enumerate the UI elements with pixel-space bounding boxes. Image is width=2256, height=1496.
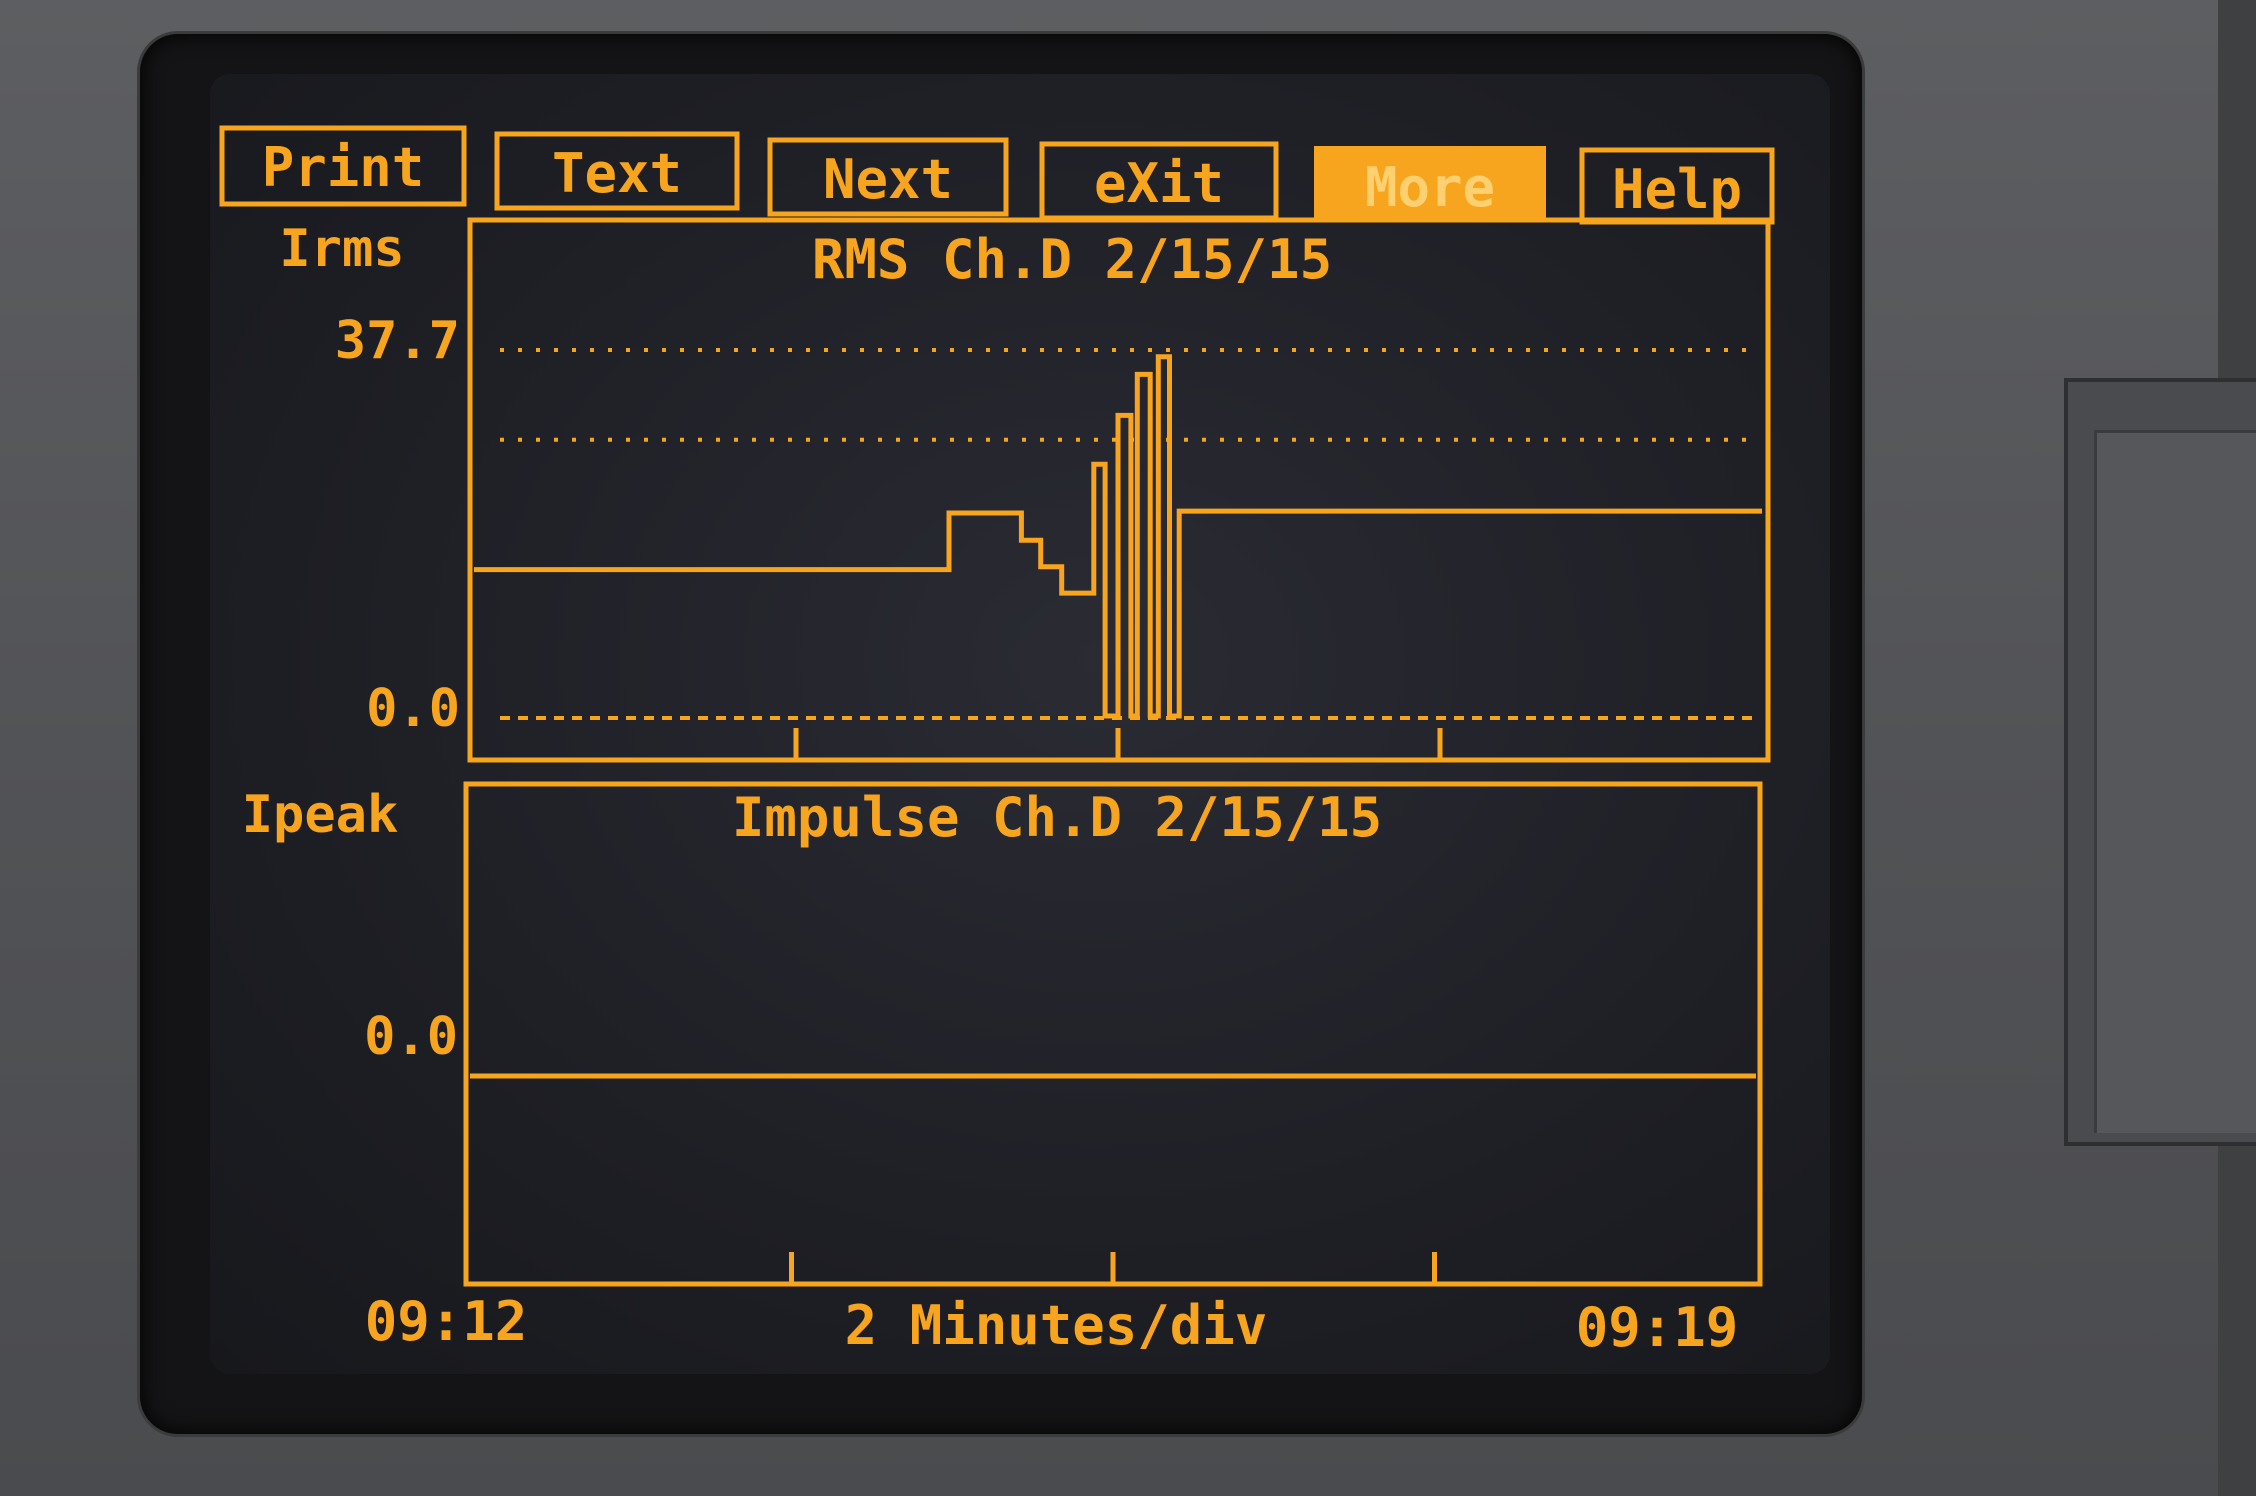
rms-reference-lines	[500, 348, 1755, 720]
impulse-plot-frame	[463, 781, 1763, 1287]
help-softkey[interactable]: Help	[1579, 147, 1775, 225]
rms-chart-title: RMS Ch.D 2/15/15	[812, 228, 1332, 291]
exit-softkey-label: eXit	[1094, 152, 1224, 215]
text-softkey[interactable]: Text	[494, 131, 740, 211]
time-scale-label: 2 Minutes/div	[845, 1294, 1268, 1357]
rms-panel: Irms 37.7 0.0 RMS Ch.D 2/15/15	[279, 217, 1771, 763]
impulse-panel: Ipeak 0.0 Impulse Ch.D 2/15/15	[242, 781, 1763, 1287]
text-softkey-label: Text	[552, 142, 682, 205]
rms-y-min-label: 0.0	[366, 679, 460, 739]
exit-softkey[interactable]: eXit	[1039, 141, 1279, 221]
more-softkey[interactable]: More	[1314, 146, 1546, 222]
next-softkey[interactable]: Next	[767, 137, 1009, 217]
print-softkey[interactable]: Print	[219, 125, 467, 207]
more-softkey-label: More	[1365, 156, 1495, 219]
rms-trace	[474, 354, 1762, 719]
time-end-label: 09:19	[1576, 1296, 1739, 1359]
next-softkey-label: Next	[823, 148, 953, 211]
print-softkey-label: Print	[262, 136, 425, 199]
time-axis: 09:12 2 Minutes/div 09:19	[365, 1290, 1739, 1359]
help-softkey-label: Help	[1612, 158, 1742, 221]
softkey-bar: Print Text Next eXit More Help	[219, 125, 1775, 225]
time-start-label: 09:12	[365, 1290, 528, 1353]
rms-y-axis-label: Irms	[279, 219, 404, 279]
device-side-slot	[2094, 430, 2256, 1133]
impulse-y-zero-label: 0.0	[364, 1007, 458, 1067]
impulse-x-ticks	[789, 1252, 1437, 1284]
impulse-y-axis-label: Ipeak	[242, 785, 399, 845]
rms-y-max-label: 37.7	[335, 311, 460, 371]
lcd-screen	[210, 74, 1830, 1374]
rms-x-ticks	[793, 728, 1443, 760]
impulse-chart-title: Impulse Ch.D 2/15/15	[732, 786, 1382, 849]
